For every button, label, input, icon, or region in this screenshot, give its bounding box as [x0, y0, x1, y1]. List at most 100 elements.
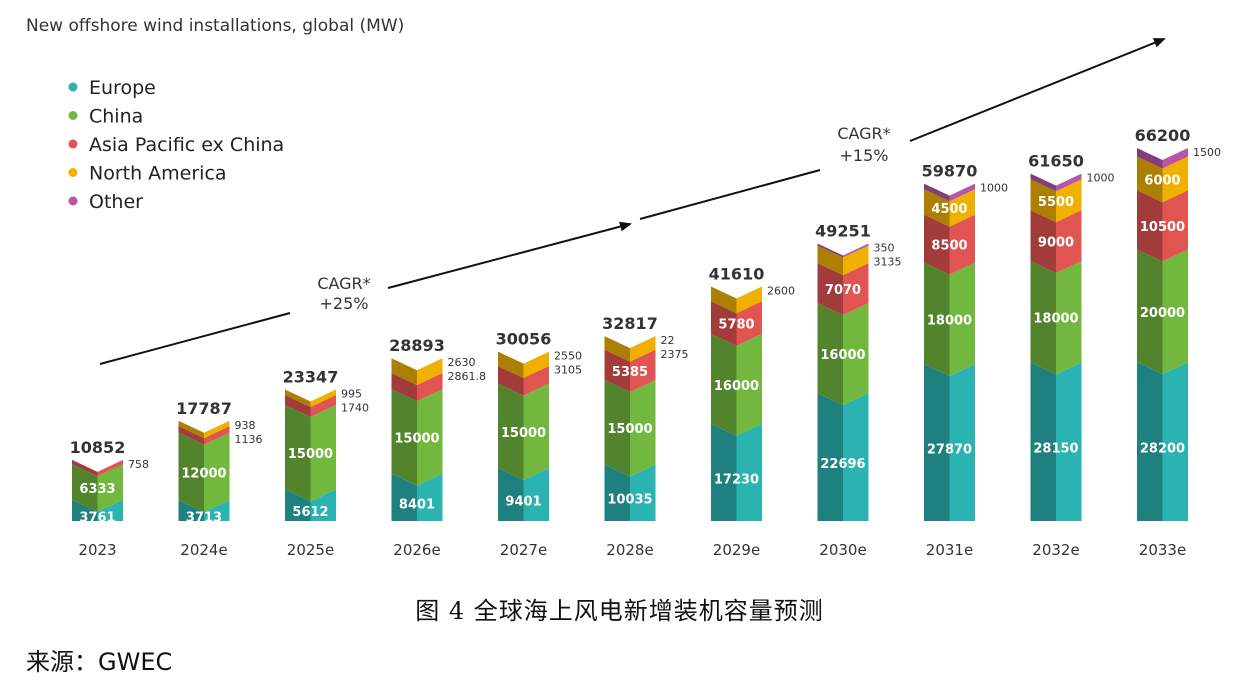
total-label-2031e: 59870	[922, 162, 978, 181]
bar-china-2029e-left	[711, 333, 737, 436]
data-label-europe-2026e: 8401	[399, 497, 435, 512]
bar-china-2024e-right	[204, 432, 230, 513]
bar-asia-pacific-ex-china-2027e-right	[523, 366, 549, 396]
data-label-china-2025e: 15000	[288, 447, 333, 462]
bar-europe-2028e-right	[630, 464, 656, 521]
bar-north-america-2026e-right	[417, 358, 443, 386]
data-label-europe-2030e: 22696	[820, 457, 865, 472]
bar-china-2025e-right	[310, 404, 336, 502]
cagr-label-2-line2: +15%	[840, 146, 889, 165]
bar-china-2024e-left	[178, 432, 204, 513]
cagr-label-2-line1: CAGR*	[837, 124, 890, 143]
bar-north-america-2029e-right	[736, 286, 762, 314]
x-tick-label-2028e: 2028e	[606, 541, 653, 559]
x-tick-label-2024e: 2024e	[180, 541, 227, 559]
bar-china-2027e-right	[523, 383, 549, 481]
bar-europe-2033e-left	[1137, 362, 1163, 521]
data-label-europe-2025e: 5612	[292, 505, 328, 520]
bar-asia-pacific-ex-china-2023-left	[72, 459, 98, 477]
data-label-china-2032e: 18000	[1033, 312, 1078, 327]
bar-other-2033e-right	[1162, 148, 1188, 169]
data-label-other-2033e: 1500	[1193, 146, 1221, 159]
data-label-asia-pacific-ex-china-2031e: 8500	[931, 239, 967, 254]
legend-label-europe: Europe	[89, 77, 156, 99]
data-label-china-2026e: 15000	[394, 431, 439, 446]
bar-china-2023-left	[72, 464, 98, 512]
cagr-arrow-line-3	[639, 169, 821, 220]
data-label-north-america-2031e: 4500	[931, 202, 967, 217]
data-label-europe-2032e: 28150	[1033, 442, 1078, 457]
bar-north-america-2030e-right	[843, 245, 869, 276]
data-label-china-2033e: 20000	[1140, 306, 1185, 321]
bar-other-2028e-left	[604, 336, 630, 349]
data-label-north-america-2026e: 2630	[448, 356, 476, 369]
data-label-china-2023: 6333	[79, 482, 115, 497]
bar-europe-2030e-left	[817, 393, 843, 521]
data-label-europe-2024e: 3713	[186, 511, 222, 526]
bar-asia-pacific-ex-china-2024e-right	[204, 426, 230, 445]
bar-europe-2026e-right	[417, 473, 443, 521]
bar-north-america-2025e-right	[310, 389, 336, 408]
bar-asia-pacific-ex-china-2031e-left	[924, 214, 950, 275]
bar-asia-pacific-ex-china-2033e-left	[1137, 190, 1163, 262]
x-tick-label-2027e: 2027e	[500, 541, 547, 559]
bar-europe-2029e-left	[711, 423, 737, 521]
data-label-asia-pacific-ex-china-2030e: 7070	[825, 283, 861, 298]
offshore-wind-chart: New offshore wind installations, global …	[26, 16, 1221, 559]
bar-china-2033e-left	[1137, 249, 1163, 375]
bar-china-2031e-left	[924, 262, 950, 376]
cagr-arrow-line-2	[387, 221, 632, 289]
bar-north-america-2032e-left	[1030, 179, 1056, 223]
bar-north-america-2032e-right	[1056, 179, 1082, 223]
data-label-europe-2028e: 10035	[607, 493, 652, 508]
data-label-europe-2029e: 17230	[714, 472, 759, 487]
bar-europe-2027e-right	[523, 468, 549, 521]
bar-europe-2023-right	[97, 499, 123, 521]
bar-china-2032e-right	[1056, 260, 1082, 375]
bar-china-2033e-right	[1162, 249, 1188, 375]
data-label-north-america-2032e: 5500	[1038, 195, 1074, 210]
data-label-asia-pacific-ex-china-2023: 758	[128, 458, 149, 471]
cagr-arrow-line-1	[99, 312, 291, 365]
data-label-europe-2027e: 9401	[505, 495, 541, 510]
total-label-2025e: 23347	[283, 367, 339, 386]
data-label-asia-pacific-ex-china-2028e: 5385	[612, 365, 648, 380]
data-label-other-2028e: 22	[661, 334, 675, 347]
data-label-other-2031e: 1000	[980, 182, 1008, 195]
data-label-asia-pacific-ex-china-2033e: 10500	[1140, 220, 1185, 235]
bar-europe-2032e-left	[1030, 362, 1056, 521]
data-label-asia-pacific-ex-china-2027e: 3105	[554, 364, 582, 377]
total-label-2032e: 61650	[1028, 152, 1084, 171]
bar-china-2028e-right	[630, 379, 656, 477]
x-tick-label-2025e: 2025e	[287, 541, 334, 559]
bar-europe-2032e-right	[1056, 362, 1082, 521]
bar-north-america-2028e-left	[604, 336, 630, 362]
bar-asia-pacific-ex-china-2026e-right	[417, 373, 443, 402]
total-label-2026e: 28893	[389, 336, 445, 355]
bar-asia-pacific-ex-china-2026e-left	[391, 373, 417, 402]
figure-caption: 图 4 全球海上风电新增装机容量预测	[415, 597, 824, 625]
bar-europe-2023-left	[72, 499, 98, 521]
data-label-other-2030e: 350	[874, 241, 895, 254]
data-label-asia-pacific-ex-china-2026e: 2861.8	[448, 370, 487, 383]
bar-asia-pacific-ex-china-2033e-right	[1162, 190, 1188, 262]
data-label-europe-2033e: 28200	[1140, 442, 1185, 457]
bar-other-2028e-right	[630, 336, 656, 349]
bar-asia-pacific-ex-china-2032e-left	[1030, 210, 1056, 273]
bar-asia-pacific-ex-china-2028e-right	[630, 349, 656, 392]
legend-label-north-america: North America	[89, 163, 227, 185]
cagr-label-1-line2: +25%	[320, 294, 369, 313]
bar-north-america-2033e-right	[1162, 156, 1188, 203]
legend-label-other: Other	[89, 191, 143, 213]
bar-north-america-2026e-left	[391, 358, 417, 386]
bar-europe-2025e-right	[310, 489, 336, 521]
legend-dot-asia-pacific-ex-china	[68, 139, 78, 149]
bar-china-2026e-right	[417, 389, 443, 486]
bar-north-america-2031e-right	[949, 189, 975, 227]
